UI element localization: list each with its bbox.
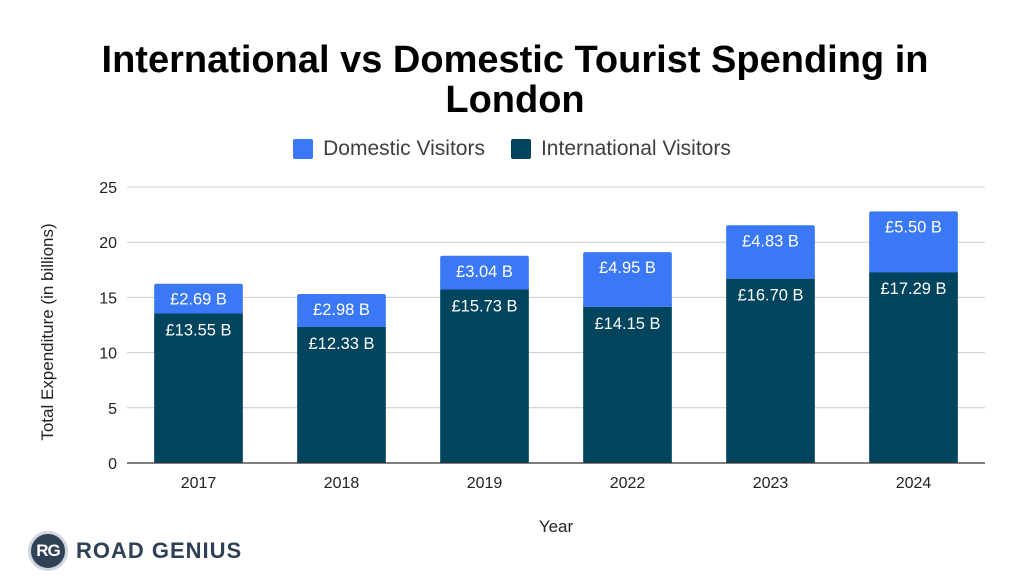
chart-legend: Domestic Visitors International Visitors bbox=[0, 134, 1024, 164]
bar-group: £2.69 B £13.55 B bbox=[154, 283, 243, 463]
bars: £2.69 B £13.55 B £2.98 B £12.33 B £3.04 B £15… bbox=[154, 211, 958, 463]
bar-international bbox=[726, 278, 815, 463]
bar-domestic bbox=[869, 211, 958, 273]
y-tick-label: 15 bbox=[99, 290, 117, 307]
grid-lines bbox=[127, 186, 985, 409]
y-tick-label: 20 bbox=[99, 235, 117, 252]
legend-item-international[interactable]: International Visitors bbox=[510, 137, 731, 161]
data-label-domestic: £5.50 B bbox=[885, 218, 942, 236]
x-tick-label: 2024 bbox=[896, 475, 932, 492]
brand-name: ROAD GENIUS bbox=[76, 538, 243, 563]
bar-international bbox=[869, 272, 958, 463]
y-tick-label: 5 bbox=[108, 401, 117, 418]
bar-group: £3.04 B £15.73 B bbox=[440, 255, 529, 463]
data-label-international: £13.55 B bbox=[165, 321, 231, 339]
axes: 0 5 10 15 20 25 2017 2018 2019 2022 2023 2024 bbox=[99, 180, 985, 492]
bar-international bbox=[154, 313, 243, 463]
y-tick-label: 0 bbox=[108, 456, 117, 473]
data-label-domestic: £2.69 B bbox=[170, 291, 227, 309]
bar-domestic-join bbox=[154, 310, 243, 314]
bar-group: £5.50 B £17.29 B bbox=[869, 211, 958, 463]
bar-group: £4.83 B £16.70 B bbox=[726, 225, 815, 463]
bar-domestic-join bbox=[726, 275, 815, 279]
bar-group: £2.98 B £12.33 B bbox=[297, 293, 386, 463]
x-tick-label: 2019 bbox=[467, 475, 503, 492]
bar-domestic-join bbox=[869, 269, 958, 273]
bar-domestic bbox=[726, 225, 815, 279]
y-tick-label: 25 bbox=[99, 180, 117, 197]
bar-international bbox=[583, 306, 672, 463]
data-label-international: £14.15 B bbox=[594, 315, 660, 333]
bar-domestic-join bbox=[297, 323, 386, 327]
x-tick-label: 2018 bbox=[324, 475, 360, 492]
chart-title: International vs Domestic Tourist Spendi… bbox=[101, 39, 929, 121]
y-tick-label: 10 bbox=[99, 346, 117, 363]
data-label-international: £12.33 B bbox=[308, 335, 374, 353]
data-label-domestic: £2.98 B bbox=[313, 301, 370, 319]
legend-label-domestic: Domestic Visitors bbox=[323, 137, 485, 160]
x-axis-label: Year bbox=[539, 517, 574, 536]
legend-label-international: International Visitors bbox=[540, 137, 731, 160]
legend-item-domestic[interactable]: Domestic Visitors bbox=[293, 137, 485, 161]
brand-logo: RG ROAD GENIUS bbox=[28, 531, 242, 571]
y-axis-label: Total Expenditure (in billions) bbox=[38, 223, 57, 440]
bar-domestic-join bbox=[583, 303, 672, 307]
x-tick-label: 2022 bbox=[610, 475, 646, 492]
x-tick-label: 2023 bbox=[753, 475, 789, 492]
bar-domestic bbox=[297, 293, 386, 327]
data-label-domestic: £4.95 B bbox=[599, 259, 656, 277]
data-label-international: £15.73 B bbox=[451, 297, 517, 315]
data-label-domestic: £3.04 B bbox=[456, 263, 513, 281]
bar-domestic bbox=[440, 255, 529, 290]
x-tick-label: 2017 bbox=[181, 475, 217, 492]
bar-domestic bbox=[154, 283, 243, 314]
data-label-international: £16.70 B bbox=[737, 287, 803, 305]
data-label-domestic: £4.83 B bbox=[742, 232, 799, 250]
bar-domestic-join bbox=[440, 286, 529, 290]
legend-swatch-international bbox=[510, 139, 531, 159]
bar-international bbox=[440, 289, 529, 463]
bar-international bbox=[297, 326, 386, 463]
bar-domestic bbox=[583, 252, 672, 307]
bar-group: £4.95 B £14.15 B bbox=[583, 252, 672, 463]
legend-swatch-domestic bbox=[293, 139, 314, 159]
data-label-international: £17.29 B bbox=[880, 280, 946, 298]
brand-badge-icon: RG bbox=[28, 531, 68, 571]
